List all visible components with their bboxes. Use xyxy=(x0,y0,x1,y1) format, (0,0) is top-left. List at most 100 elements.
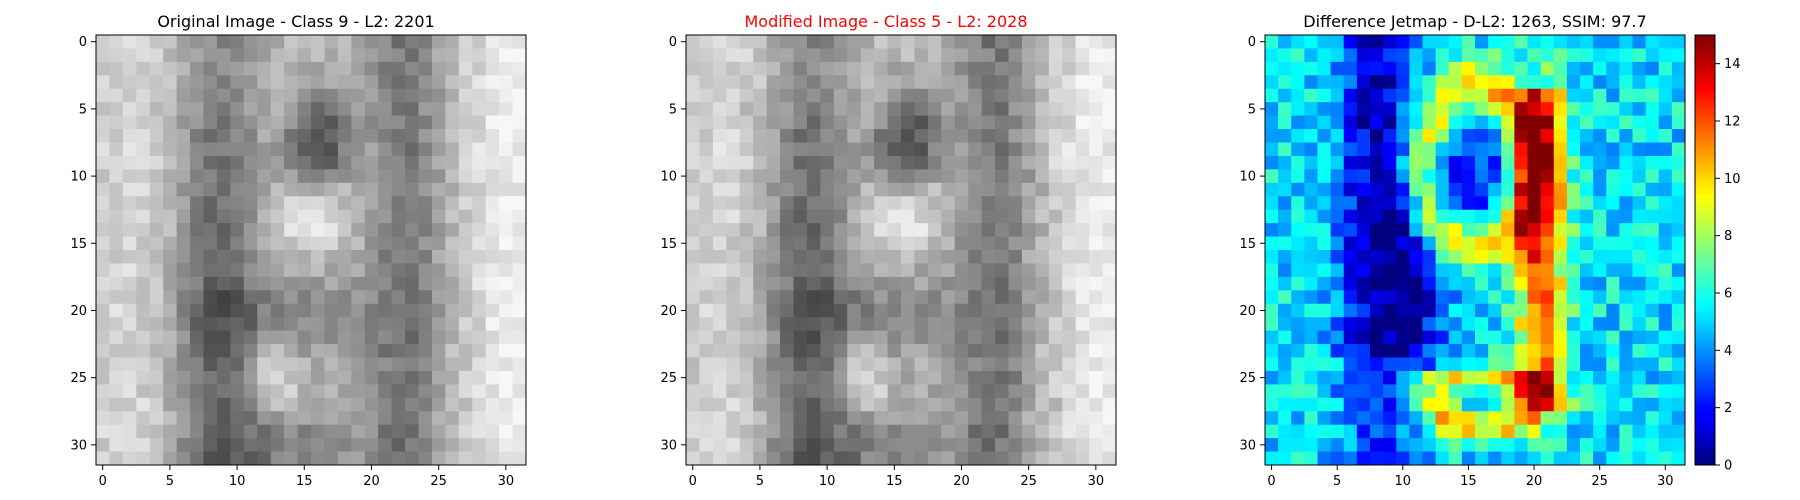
heatmap-cell xyxy=(512,169,527,184)
heatmap-cell xyxy=(1645,290,1660,305)
heatmap-cell xyxy=(1278,424,1292,439)
heatmap-cell xyxy=(1645,276,1660,291)
heatmap-cell xyxy=(686,155,700,170)
heatmap-cell xyxy=(257,290,272,305)
heatmap-cell xyxy=(1645,384,1660,399)
heatmap-cell xyxy=(364,397,379,412)
heatmap-cell xyxy=(887,169,902,184)
heatmap-cell xyxy=(230,438,245,453)
heatmap-cell xyxy=(203,250,218,264)
heatmap-cell xyxy=(1527,155,1542,170)
heatmap-cell xyxy=(1102,102,1117,117)
heatmap-cell xyxy=(149,142,164,157)
heatmap-cell xyxy=(1461,250,1476,264)
heatmap-cell xyxy=(270,35,285,49)
heatmap-cell xyxy=(1021,209,1036,224)
heatmap-cell xyxy=(901,35,915,49)
heatmap-cell xyxy=(1356,182,1371,197)
heatmap-cell xyxy=(1566,344,1581,358)
heatmap-cell xyxy=(1514,223,1529,238)
heatmap-cell xyxy=(485,223,500,238)
heatmap-cell xyxy=(686,276,700,291)
heatmap-cell xyxy=(860,196,875,211)
heatmap-cell xyxy=(766,35,781,49)
heatmap-cell xyxy=(1330,196,1345,211)
heatmap-cell xyxy=(1089,142,1104,157)
heatmap-cell xyxy=(927,196,942,211)
heatmap-cell xyxy=(981,357,996,372)
heatmap-cell xyxy=(860,384,875,399)
heatmap-cell xyxy=(981,451,996,466)
heatmap-cell xyxy=(1048,223,1063,238)
heatmap-cell xyxy=(136,102,151,117)
heatmap-cell xyxy=(149,75,164,90)
heatmap-cell xyxy=(981,102,996,117)
heatmap-cell xyxy=(109,317,124,332)
heatmap-cell xyxy=(378,303,393,318)
heatmap-cell xyxy=(901,48,915,63)
heatmap-cell xyxy=(1330,411,1345,426)
heatmap-cell xyxy=(1501,142,1515,157)
heatmap-cell xyxy=(1075,357,1090,372)
heatmap-cell xyxy=(874,250,889,264)
heatmap-cell xyxy=(1488,384,1502,399)
heatmap-cell xyxy=(793,209,808,224)
heatmap-cell xyxy=(472,223,487,238)
heatmap-cell xyxy=(1553,155,1568,170)
heatmap-cell xyxy=(1540,438,1555,453)
heatmap-cell xyxy=(1658,330,1673,345)
x-tick-label: 5 xyxy=(756,474,764,489)
heatmap-cell xyxy=(190,263,204,278)
heatmap-cell xyxy=(337,384,352,399)
heatmap-cell xyxy=(833,451,848,466)
heatmap-cell xyxy=(860,370,875,385)
heatmap-cell xyxy=(243,48,258,63)
heatmap-cell xyxy=(739,357,754,372)
heatmap-cell xyxy=(995,411,1009,426)
heatmap-cell xyxy=(1330,88,1345,103)
heatmap-cell xyxy=(699,411,714,426)
heatmap-cell xyxy=(874,169,889,184)
heatmap-cell xyxy=(351,129,366,143)
heatmap-cell xyxy=(1658,155,1673,170)
heatmap-cell xyxy=(833,303,848,318)
heatmap-cell xyxy=(726,155,741,170)
heatmap-cell xyxy=(485,169,500,184)
heatmap-cell xyxy=(927,75,942,90)
heatmap-cell xyxy=(901,102,915,117)
heatmap-cell xyxy=(1488,48,1502,63)
heatmap-cell xyxy=(1461,438,1476,453)
heatmap-cell xyxy=(512,411,527,426)
heatmap-cell xyxy=(995,344,1009,358)
heatmap-cell xyxy=(1062,209,1077,224)
heatmap-cell xyxy=(927,276,942,291)
heatmap-cell xyxy=(1566,129,1581,143)
heatmap-cell xyxy=(512,196,527,211)
heatmap-cell xyxy=(1632,250,1647,264)
heatmap-cell xyxy=(122,115,137,130)
heatmap-cell xyxy=(163,344,178,358)
heatmap-cell xyxy=(981,142,996,157)
heatmap-cell xyxy=(297,411,312,426)
heatmap-cell xyxy=(860,169,875,184)
heatmap-cell xyxy=(1356,209,1371,224)
heatmap-cell xyxy=(1553,263,1568,278)
heatmap-cell xyxy=(1008,424,1023,439)
heatmap-cell xyxy=(176,317,191,332)
heatmap-cell xyxy=(1514,438,1529,453)
heatmap-cell xyxy=(1475,263,1489,278)
heatmap-cell xyxy=(1422,290,1437,305)
heatmap-cell xyxy=(1632,303,1647,318)
heatmap-cell xyxy=(512,129,527,143)
heatmap-cell xyxy=(1658,75,1673,90)
heatmap-cell xyxy=(968,290,983,305)
heatmap-cell xyxy=(995,182,1009,197)
heatmap-cell xyxy=(739,196,754,211)
heatmap-cell xyxy=(780,75,794,90)
heatmap-cell xyxy=(149,451,164,466)
heatmap-cell xyxy=(833,102,848,117)
heatmap-cell xyxy=(806,88,821,103)
heatmap-cell xyxy=(941,182,956,197)
heatmap-cell xyxy=(1488,276,1502,291)
heatmap-cell xyxy=(968,75,983,90)
